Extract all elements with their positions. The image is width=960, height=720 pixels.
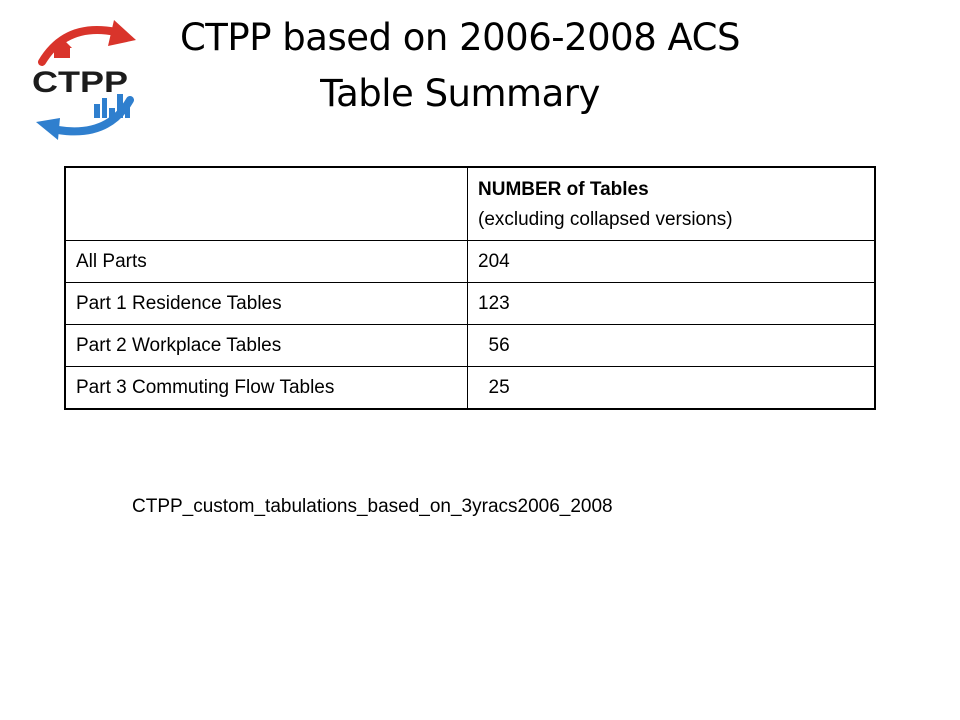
table-summary: NUMBER of Tables (excluding collapsed ve… <box>64 166 876 410</box>
row-label: Part 3 Commuting Flow Tables <box>64 366 468 410</box>
title-line-1: CTPP based on 2006-2008 ACS <box>179 16 741 59</box>
table-row: Part 3 Commuting Flow Tables 25 <box>64 366 876 410</box>
filename-caption: CTPP_custom_tabulations_based_on_3yracs2… <box>132 496 613 517</box>
header-cell-empty <box>64 166 468 241</box>
row-label: Part 1 Residence Tables <box>64 282 468 325</box>
header-cell-number-of-tables: NUMBER of Tables (excluding collapsed ve… <box>467 166 876 241</box>
header-subtitle: (excluding collapsed versions) <box>478 209 733 230</box>
row-value: 123 <box>467 282 876 325</box>
row-value: 25 <box>467 366 876 410</box>
table-header-row: NUMBER of Tables (excluding collapsed ve… <box>64 166 876 241</box>
row-value: 56 <box>467 324 876 367</box>
table-row: Part 1 Residence Tables 123 <box>64 282 876 325</box>
header-title: NUMBER of Tables <box>478 179 649 200</box>
table-row: All Parts 204 <box>64 240 876 283</box>
table-row: Part 2 Workplace Tables 56 <box>64 324 876 367</box>
row-label: All Parts <box>64 240 468 283</box>
slide-title: CTPP based on 2006-2008 ACS Table Summar… <box>130 10 790 122</box>
row-label: Part 2 Workplace Tables <box>64 324 468 367</box>
logo-text: CTPP <box>32 66 128 99</box>
row-value: 204 <box>467 240 876 283</box>
title-line-2: Table Summary <box>320 72 600 115</box>
ctpp-logo: CTPP <box>28 18 144 142</box>
